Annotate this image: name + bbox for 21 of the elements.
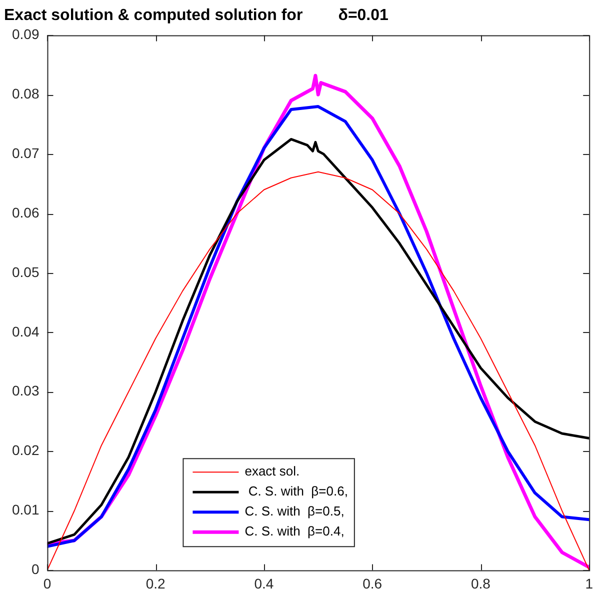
- x-tick-label: 0.8: [471, 575, 491, 592]
- y-tick-label: 0.08: [12, 86, 40, 102]
- chart-title: Exact solution & computed solution for δ=0.01: [4, 7, 389, 24]
- y-tick-label: 0: [31, 561, 40, 578]
- y-tick-label: 0.01: [12, 502, 40, 518]
- y-tick-label: 0.02: [12, 442, 40, 458]
- legend-label: C. S. with β=0.5,: [244, 504, 344, 519]
- legend-label: C. S. with β=0.6,: [244, 484, 348, 499]
- y-tick-label: 0.07: [12, 144, 40, 161]
- x-tick-label: 0: [43, 575, 52, 592]
- y-tick-label: 0.04: [12, 323, 40, 340]
- y-tick-label: 0.03: [12, 382, 40, 399]
- x-tick-label: 1: [585, 575, 594, 592]
- y-tick-label: 0.09: [12, 26, 40, 42]
- x-tick-label: 0.2: [146, 575, 166, 592]
- legend-label: C. S. with β=0.4,: [244, 524, 344, 539]
- y-tick-label: 0.06: [12, 204, 40, 220]
- legend-label: exact sol.: [244, 464, 300, 479]
- x-tick-label: 0.6: [362, 575, 382, 592]
- y-tick-label: 0.05: [12, 264, 40, 280]
- x-tick-label: 0.4: [254, 575, 274, 592]
